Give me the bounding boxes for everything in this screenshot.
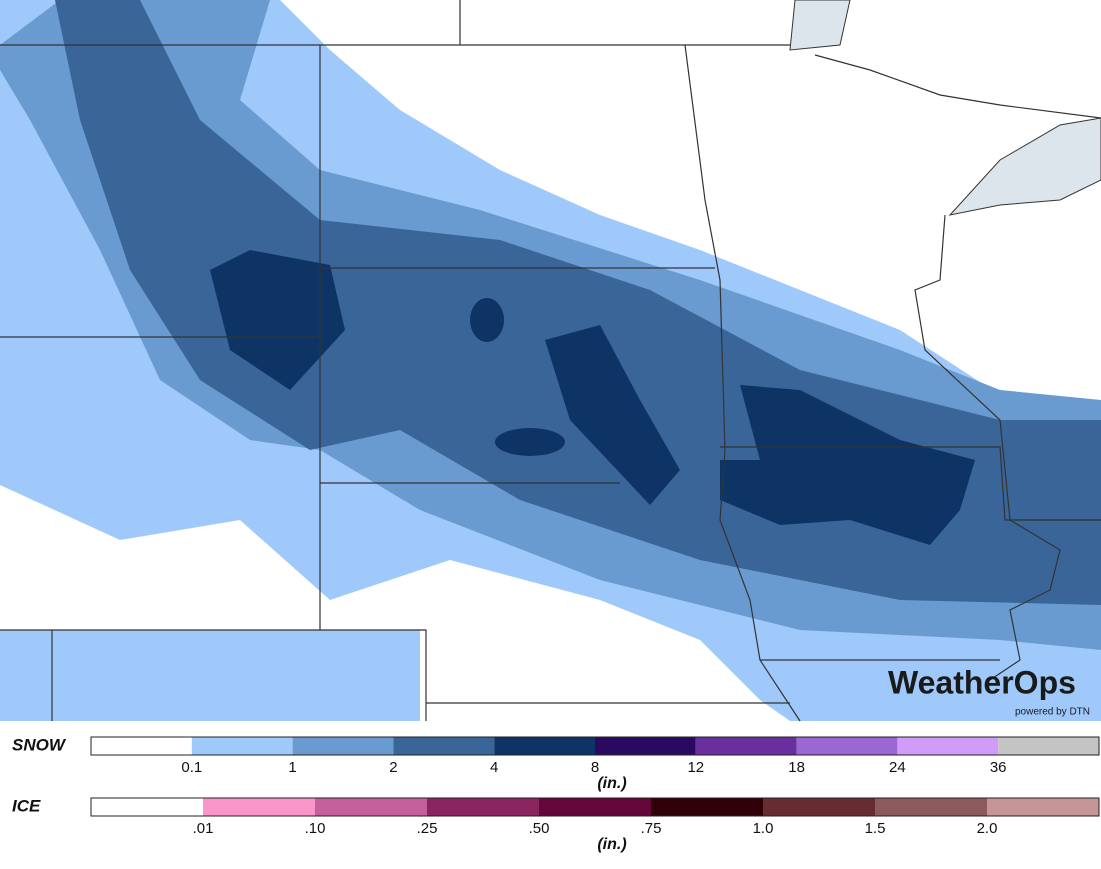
boundaries [0,0,1101,722]
legend-swatch [998,737,1099,755]
legend-swatch [292,737,394,755]
legend-label: SNOW [12,735,67,754]
legend-swatch [875,798,987,816]
legend-tick: .75 [641,820,662,837]
logo: WeatherOps [888,664,1076,700]
legend-swatch [651,798,763,816]
legend-tick: .50 [529,820,550,837]
legend-frame [90,797,1100,817]
legend-swatch [203,798,315,816]
legend-unit: (in.) [597,836,626,853]
legend-tick: 24 [889,759,906,776]
legend-tick: 36 [990,759,1007,776]
legend-swatch [595,737,696,755]
legend-tick: .25 [417,820,438,837]
legend-swatch [763,798,875,816]
legend-unit: (in.) [597,775,626,792]
legend-swatch [539,798,651,816]
legend-label: ICE [12,796,41,815]
legend-tick: 1 [288,759,296,776]
legend-tick: 0.1 [181,759,202,776]
map: WeatherOps powered by DTN [0,0,1101,722]
legend-tick: .01 [193,820,214,837]
legend-swatch [494,737,595,755]
legend-swatch [695,737,797,755]
legend-tick: 12 [687,759,704,776]
legend-tick: 1.0 [753,820,774,837]
legend-swatch [91,737,192,755]
legend-tick: 2.0 [977,820,998,837]
legend-swatch [315,798,427,816]
legend-tick: 4 [490,759,498,776]
legend-swatch [393,737,495,755]
legend-swatch [796,737,898,755]
legend-tick: 18 [788,759,805,776]
legend-tick: 8 [591,759,599,776]
legend-swatch [191,737,293,755]
legend-swatch [897,737,999,755]
legend-tick: 2 [389,759,397,776]
legend-frame [90,736,1100,756]
logo-tagline: powered by DTN [1015,707,1090,718]
legend-tick: .10 [305,820,326,837]
legend-swatch [91,798,203,816]
legend-swatch [987,798,1099,816]
legend-swatch [427,798,539,816]
legend-tick: 1.5 [865,820,886,837]
